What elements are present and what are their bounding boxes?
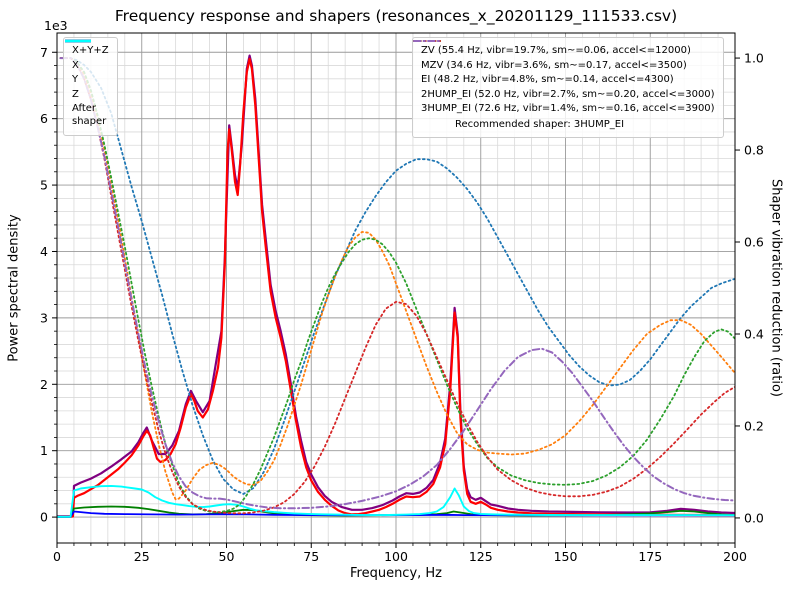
legend-psd-item-0-label: X+Y+Z [72, 45, 109, 56]
series-hump2 [59, 57, 735, 515]
svg-text:0.2: 0.2 [744, 418, 764, 433]
y-axis-offset-label: 1e3 [44, 18, 68, 33]
legend-psd-item-3-label: Z [72, 88, 79, 100]
legend-psd-item-1: X [65, 39, 109, 73]
svg-text:125: 125 [469, 549, 493, 564]
svg-text:0: 0 [53, 549, 61, 564]
svg-text:0.6: 0.6 [744, 235, 764, 250]
legend-shaper-item-2: EI (48.2 Hz, vibr=4.8%, sm~=0.14, accel<… [413, 40, 715, 87]
legend-shaper-item-3: 2HUMP_EI (52.0 Hz, vibr=2.7%, sm~=0.20, … [413, 40, 715, 102]
y-axis-label-left: Power spectral density [6, 214, 22, 362]
legend-psd-item-2-label: Y [72, 74, 79, 85]
chart-title: Frequency response and shapers (resonanc… [114, 7, 678, 25]
svg-text:7: 7 [40, 45, 48, 60]
svg-text:1: 1 [40, 443, 48, 458]
svg-text:50: 50 [219, 549, 235, 564]
series-zv [59, 57, 735, 496]
series-lines [57, 54, 735, 518]
series-sum [57, 54, 735, 518]
legend-psd-item-2: Y [65, 39, 109, 87]
legend-psd-item-3: Z [65, 39, 109, 102]
axes-spines-ticks: 0 25 50 75 100 125 150 175 200 0 1 2 3 4 5 6 7 0.0 0.2 0.4 0… [40, 32, 764, 564]
svg-text:1.0: 1.0 [744, 51, 764, 66]
legend-line-swatch [413, 40, 441, 42]
legend-shaper-item-0-label: ZV (55.4 Hz, vibr=19.7%, sm~=0.06, accel… [421, 45, 691, 56]
legend-psd-item-0: X+Y+Z [65, 39, 109, 58]
legend-shaper-item-0: ZV (55.4 Hz, vibr=19.7%, sm~=0.06, accel… [413, 40, 715, 58]
series-ei [59, 57, 735, 513]
legend-shaper-item-2-label: EI (48.2 Hz, vibr=4.8%, sm~=0.14, accel<… [421, 74, 674, 85]
svg-text:0.8: 0.8 [744, 143, 764, 158]
legend-shaper-item-3-label: 2HUMP_EI (52.0 Hz, vibr=2.7%, sm~=0.20, … [421, 88, 715, 100]
series-after [57, 484, 735, 518]
y-axis-label-right: Shaper vibration reduction (ratio) [768, 179, 784, 397]
series-mzv [59, 57, 735, 501]
series-x [57, 57, 735, 518]
svg-text:75: 75 [303, 549, 319, 564]
legend-shapers: ZV (55.4 Hz, vibr=19.7%, sm~=0.06, accel… [412, 37, 724, 138]
legend-psd-item-1-label: X [72, 59, 79, 71]
svg-text:100: 100 [384, 549, 408, 564]
svg-text:0: 0 [40, 510, 48, 525]
series-hump3 [59, 57, 735, 510]
x-axis-label: Frequency, Hz [349, 566, 443, 581]
svg-text:150: 150 [554, 549, 578, 564]
legend-shaper-item-1: MZV (34.6 Hz, vibr=3.6%, sm~=0.17, accel… [413, 40, 715, 73]
svg-text:0.0: 0.0 [744, 510, 764, 525]
legend-shaper-item-4-label: 3HUMP_EI (72.6 Hz, vibr=1.4%, sm~=0.16, … [421, 103, 715, 114]
recommended-shaper-note: Recommended shaper: 3HUMP_EI [455, 118, 625, 130]
svg-text:175: 175 [638, 549, 662, 564]
legend-line-swatch [65, 39, 91, 43]
svg-text:3: 3 [40, 310, 48, 325]
legend-psd: X+Y+Z X Y Z After shaper [63, 37, 118, 136]
svg-text:6: 6 [40, 111, 48, 126]
svg-text:4: 4 [40, 244, 48, 259]
svg-text:5: 5 [40, 178, 48, 193]
svg-text:25: 25 [134, 549, 150, 564]
legend-shaper-item-4: 3HUMP_EI (72.6 Hz, vibr=1.4%, sm~=0.16, … [413, 40, 715, 116]
legend-shaper-item-1-label: MZV (34.6 Hz, vibr=3.6%, sm~=0.17, accel… [421, 59, 687, 71]
legend-psd-item-4-label: After shaper [72, 103, 107, 127]
svg-text:0.4: 0.4 [744, 326, 764, 341]
svg-text:200: 200 [723, 549, 747, 564]
svg-text:2: 2 [40, 377, 48, 392]
legend-psd-item-4: After shaper [65, 39, 109, 128]
